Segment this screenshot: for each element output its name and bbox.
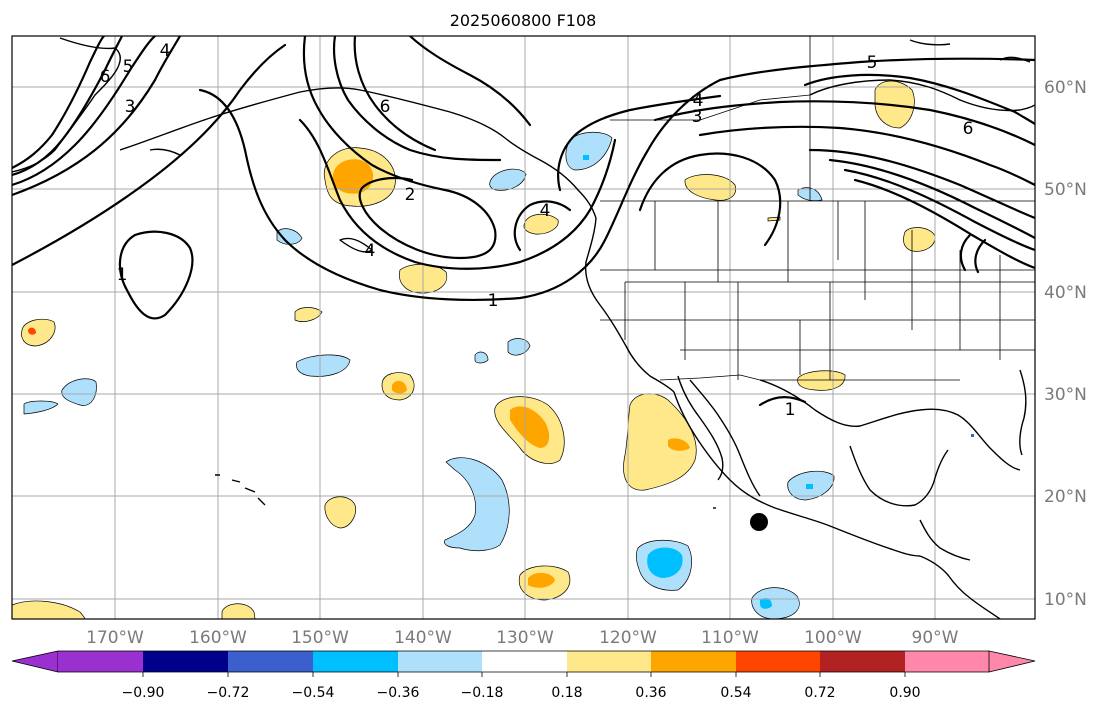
colorbar-segment [651, 651, 736, 672]
contour-label: 4 [693, 91, 704, 111]
colorbar-segment [313, 651, 398, 672]
lat-label: 30°N [1044, 385, 1087, 405]
lat-label: 40°N [1044, 283, 1087, 303]
contour-labels: 6 5 4 3 6 2 1 4 4 3 5 6 1 1 4 [100, 41, 974, 420]
colorbar-segment [58, 651, 143, 672]
colorbar-under-triangle [11, 650, 59, 673]
lon-label: 160°W [189, 628, 247, 648]
contour-lines [12, 36, 1035, 407]
contour-label: 5 [867, 53, 878, 73]
lon-label: 130°W [496, 628, 554, 648]
contour-label: 6 [100, 67, 111, 87]
colorbar-over-triangle [988, 650, 1036, 673]
longitude-labels: 170°W 160°W 150°W 140°W 130°W 120°W 110°… [86, 628, 959, 648]
colorbar-tick-label: −0.72 [207, 685, 250, 701]
colorbar-tick-label: 0.36 [635, 685, 666, 701]
lat-label: 50°N [1044, 180, 1087, 200]
contour-label: 3 [125, 97, 136, 117]
lon-label: 150°W [291, 628, 349, 648]
colorbar-tick-label: −0.36 [377, 685, 420, 701]
map-panel: 6 5 4 3 6 2 1 4 4 3 5 6 1 1 4 [12, 36, 1035, 619]
map-frame [11, 35, 1036, 620]
colorbar-segment [398, 651, 482, 672]
colorbar-segment [143, 651, 228, 672]
lon-label: 120°W [599, 628, 657, 648]
colorbar-tick-label: 0.72 [804, 685, 835, 701]
colorbar-segment [905, 651, 989, 672]
colorbar-tick-label: 0.54 [720, 685, 751, 701]
contour-label: 4 [365, 241, 376, 261]
colorbar-tick-label: −0.18 [461, 685, 504, 701]
lat-label: 60°N [1044, 78, 1087, 98]
strong-negative-anomaly-shading [583, 155, 974, 609]
lon-label: 170°W [86, 628, 144, 648]
location-marker [750, 513, 768, 531]
colorbar-segment [228, 651, 313, 672]
colorbar-tick-label: 0.18 [551, 685, 582, 701]
colorbar-tick-label: −0.54 [292, 685, 335, 701]
contour-label: 6 [963, 119, 974, 139]
contour-label: 3 [692, 107, 703, 127]
latitude-labels: 60°N 50°N 40°N 30°N 20°N 10°N [1044, 78, 1087, 610]
colorbar-segment [482, 651, 567, 672]
contour-label: 5 [123, 57, 134, 77]
contour-label: 2 [405, 185, 416, 205]
contour-label: 1 [488, 291, 499, 311]
contour-label: 1 [117, 265, 128, 285]
lon-label: 110°W [701, 628, 759, 648]
contour-label: 6 [380, 97, 391, 117]
lon-label: 140°W [394, 628, 452, 648]
colorbar-segment [567, 651, 651, 672]
colorbar-tick-label: −0.90 [122, 685, 165, 701]
strong-positive-anomaly-shading [28, 159, 690, 588]
colorbar-tick-label: 0.90 [889, 685, 920, 701]
contour-label: 1 [785, 400, 796, 420]
colorbar-segment [820, 651, 905, 672]
lon-label: 100°W [804, 628, 862, 648]
colorbar-segment [736, 651, 820, 672]
colorbar: −0.90 −0.72 −0.54 −0.36 −0.18 0.18 0.36 … [11, 650, 1036, 701]
contour-label: 4 [160, 41, 171, 61]
lat-label: 20°N [1044, 487, 1087, 507]
lat-label: 10°N [1044, 590, 1087, 610]
lon-label: 90°W [912, 628, 959, 648]
contour-label: 4 [540, 201, 551, 221]
chart-title: 2025060800 F108 [450, 11, 597, 30]
graticule [12, 36, 1035, 619]
